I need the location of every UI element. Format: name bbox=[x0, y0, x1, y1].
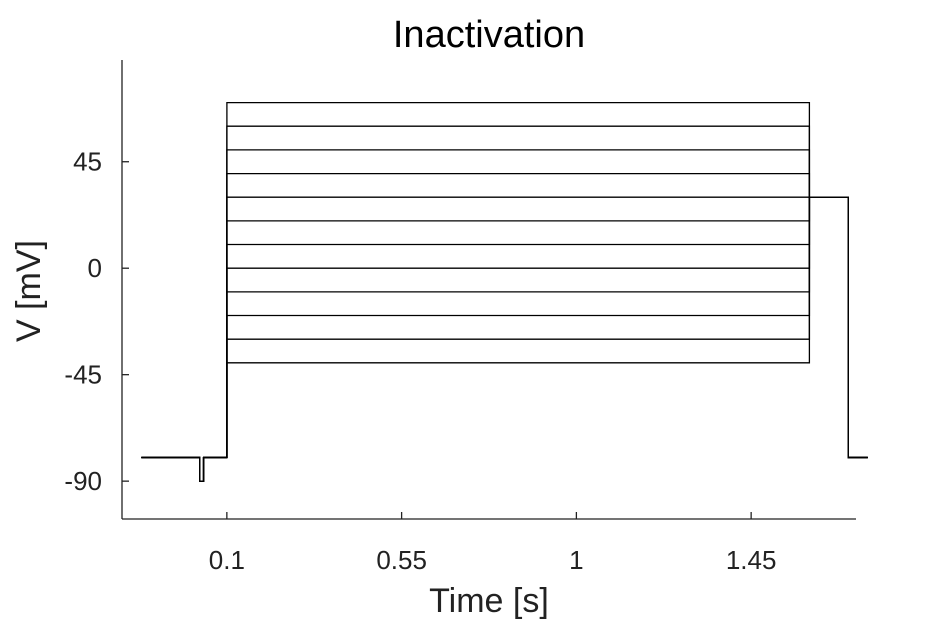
y-axis-label: V [mV] bbox=[10, 240, 48, 342]
y-tick-label: 0 bbox=[88, 253, 102, 283]
x-axis-label: Time [s] bbox=[429, 582, 549, 620]
x-tick-label: 1 bbox=[569, 545, 583, 575]
y-tick-label: -90 bbox=[64, 466, 102, 496]
chart-title: Inactivation bbox=[393, 14, 585, 56]
x-tick-label: 0.55 bbox=[376, 545, 427, 575]
axes: 0.1 0.55 1 1.45 -90 -45 0 45 bbox=[64, 60, 856, 575]
x-tick-label: 0.1 bbox=[209, 545, 245, 575]
trace-70mV bbox=[141, 101, 868, 482]
trace-60mV bbox=[141, 125, 868, 482]
y-tick-label: -45 bbox=[64, 360, 102, 390]
voltage-traces bbox=[141, 101, 868, 482]
y-tick-label: 45 bbox=[73, 147, 102, 177]
trace--30mV bbox=[141, 196, 868, 482]
trace-40mV bbox=[141, 172, 868, 482]
x-tick-label: 1.45 bbox=[726, 545, 777, 575]
